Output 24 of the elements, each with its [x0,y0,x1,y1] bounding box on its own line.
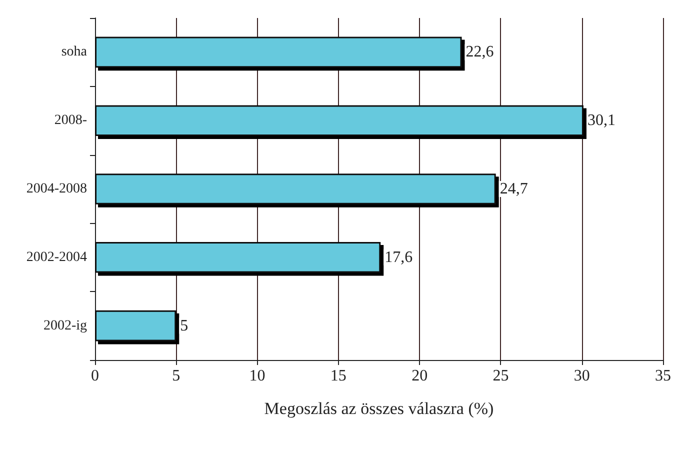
x-tick-label: 10 [249,368,266,384]
y-tick-label: 2008- [54,113,88,128]
data-label: 30,1 [587,112,616,130]
y-tick-label: 2002-ig [43,318,87,334]
y-tick-label: 2004-2008 [26,182,87,196]
data-label: 17,6 [384,248,413,266]
y-tick-label: soha [61,44,88,60]
x-tick-label: 35 [655,368,671,384]
y-tick-label: 2002-2004 [26,250,87,265]
x-axis-title: Megoszlás az összes válaszra (%) [264,399,494,418]
bar [95,174,496,204]
data-label: 22,6 [466,44,494,61]
x-tick-label: 0 [91,368,99,384]
data-label: 5 [180,317,188,334]
x-tick-label: 5 [172,368,180,384]
bar [95,105,584,136]
x-tick-label: 30 [574,368,590,384]
bar [95,242,381,273]
data-label: 24,7 [500,180,528,198]
x-tick-label: 20 [412,368,428,384]
bar [95,36,462,68]
x-tick-label: 25 [492,368,509,384]
bar [95,310,176,342]
x-tick-label: 15 [330,368,346,384]
